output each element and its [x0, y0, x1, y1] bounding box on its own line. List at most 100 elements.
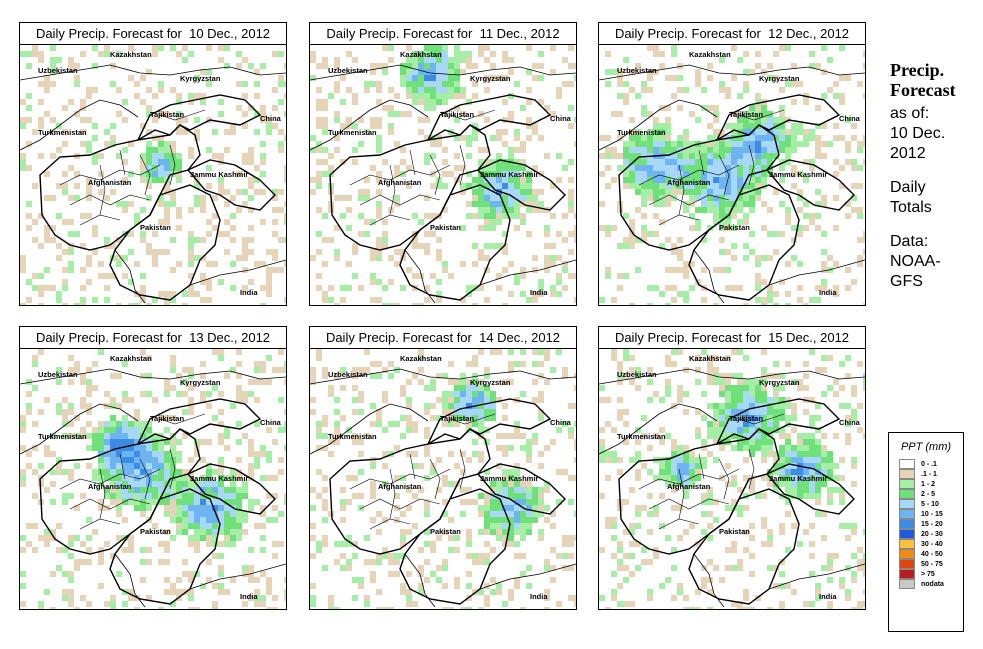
label-afghanistan: Afghanistan: [667, 178, 711, 187]
caption-totals-line2: Totals: [890, 199, 932, 216]
province-lines: [349, 413, 496, 530]
label-kazakhstan: Kazakhstan: [400, 50, 442, 59]
border-line: [693, 249, 725, 304]
legend-item: 50 - 75: [899, 559, 963, 569]
legend-item: 20 - 30: [899, 529, 963, 539]
forecast-panel: Daily Precip. Forecast for 11 Dec., 2012…: [309, 22, 577, 306]
border-line: [310, 368, 576, 385]
label-kyrgyzstan: Kyrgyzstan: [470, 378, 511, 387]
label-tajikistan: Tajikistan: [150, 110, 184, 119]
label-pakistan: Pakistan: [719, 223, 750, 232]
legend-label: 30 - 40: [921, 540, 943, 548]
border-line: [189, 259, 286, 286]
legend-label: nodata: [921, 580, 944, 588]
legend-label: 20 - 30: [921, 530, 943, 538]
label-tajikistan: Tajikistan: [729, 110, 763, 119]
precip-legend: PPT (mm) 0 - .1 .1 - 1 1 - 2 2 - 5 5 - 10 10 …: [888, 432, 964, 632]
border-line: [768, 259, 865, 286]
caption-data-line3: GFS: [890, 273, 923, 290]
border-line: [426, 94, 552, 141]
legend-label: 15 - 20: [921, 520, 943, 528]
legend-item: .1 - 1: [899, 469, 963, 479]
border-line: [599, 99, 718, 151]
label-pakistan: Pakistan: [430, 223, 461, 232]
legend-swatch: [899, 579, 915, 589]
border-line: [479, 259, 576, 286]
legend-item: 40 - 50: [899, 549, 963, 559]
precip-field: [20, 349, 286, 609]
legend-label: > 75: [921, 570, 935, 578]
label-jammu-kashmir: Jammu Kashmir: [769, 170, 827, 179]
forecast-map: Kazakhstan Uzbekistan Kyrgyzstan Tajikistan…: [20, 349, 286, 609]
label-china: China: [839, 418, 861, 427]
forecast-map: Kazakhstan Uzbekistan Kyrgyzstan Tajikistan…: [310, 349, 576, 609]
border-line: [186, 159, 276, 211]
precip-field: [310, 349, 576, 609]
forecast-map: Kazakhstan Uzbekistan Kyrgyzstan Tajikistan…: [310, 45, 576, 305]
legend-swatch: [899, 459, 915, 469]
legend-item: 2 - 5: [899, 489, 963, 499]
border-line: [114, 553, 146, 608]
border-line: [715, 398, 841, 445]
legend-swatch: [899, 569, 915, 579]
label-turkmenistan: Turkmenistan: [617, 128, 666, 137]
label-pakistan: Pakistan: [719, 527, 750, 536]
label-afghanistan: Afghanistan: [667, 482, 711, 491]
forecast-map: Kazakhstan Uzbekistan Kyrgyzstan Tajikistan…: [599, 349, 865, 609]
precip-field: [20, 45, 286, 305]
province-lines: [638, 109, 785, 226]
border-line: [114, 249, 146, 304]
border-line: [599, 368, 865, 385]
label-india: India: [819, 288, 837, 297]
caption-asof-line2: 10 Dec.: [890, 125, 946, 142]
legend-item: 1 - 2: [899, 479, 963, 489]
legend-item: > 75: [899, 569, 963, 579]
label-jammu-kashmir: Jammu Kashmir: [190, 170, 248, 179]
forecast-panel: Daily Precip. Forecast for 15 Dec., 2012…: [598, 326, 866, 610]
label-uzbekistan: Uzbekistan: [617, 370, 657, 379]
legend-label: 5 - 10: [921, 500, 939, 508]
border-line: [426, 398, 552, 445]
forecast-map: Kazakhstan Uzbekistan Kyrgyzstan Tajikistan…: [599, 45, 865, 305]
forecast-panel: Daily Precip. Forecast for 12 Dec., 2012…: [598, 22, 866, 306]
legend-swatch: [899, 489, 915, 499]
label-china: China: [260, 418, 282, 427]
legend-swatch: [899, 499, 915, 509]
forecast-panel: Daily Precip. Forecast for 14 Dec., 2012…: [309, 326, 577, 610]
label-kyrgyzstan: Kyrgyzstan: [180, 378, 221, 387]
caption-title-line2: Forecast: [890, 80, 956, 100]
panel-title: Daily Precip. Forecast for 12 Dec., 2012: [599, 23, 865, 45]
label-china: China: [839, 114, 861, 123]
label-uzbekistan: Uzbekistan: [328, 370, 368, 379]
label-pakistan: Pakistan: [430, 527, 461, 536]
label-uzbekistan: Uzbekistan: [38, 370, 78, 379]
label-uzbekistan: Uzbekistan: [617, 66, 657, 75]
legend-item: 30 - 40: [899, 539, 963, 549]
legend-item: nodata: [899, 579, 963, 589]
label-afghanistan: Afghanistan: [88, 482, 132, 491]
legend-label: 1 - 2: [921, 480, 936, 488]
border-line: [476, 159, 566, 211]
label-turkmenistan: Turkmenistan: [38, 128, 87, 137]
label-tajikistan: Tajikistan: [729, 414, 763, 423]
legend-swatch: [899, 519, 915, 529]
precip-field: [599, 45, 865, 305]
label-kyrgyzstan: Kyrgyzstan: [470, 74, 511, 83]
forecast-map: Kazakhstan Uzbekistan Kyrgyzstan Tajikistan…: [20, 45, 286, 305]
legend-item: 5 - 10: [899, 499, 963, 509]
legend-swatch: [899, 479, 915, 489]
legend-label: .1 - 1: [921, 470, 937, 478]
label-kyrgyzstan: Kyrgyzstan: [759, 378, 800, 387]
precip-field: [310, 45, 576, 305]
province-lines: [59, 413, 206, 530]
legend-label: 40 - 50: [921, 550, 943, 558]
border-line: [20, 403, 139, 455]
label-china: China: [550, 114, 572, 123]
border-line: [186, 463, 276, 515]
label-tajikistan: Tajikistan: [440, 414, 474, 423]
border-line: [404, 249, 436, 304]
label-jammu-kashmir: Jammu Kashmir: [480, 170, 538, 179]
legend-swatch: [899, 529, 915, 539]
border-line: [399, 184, 511, 301]
label-kazakhstan: Kazakhstan: [689, 354, 731, 363]
